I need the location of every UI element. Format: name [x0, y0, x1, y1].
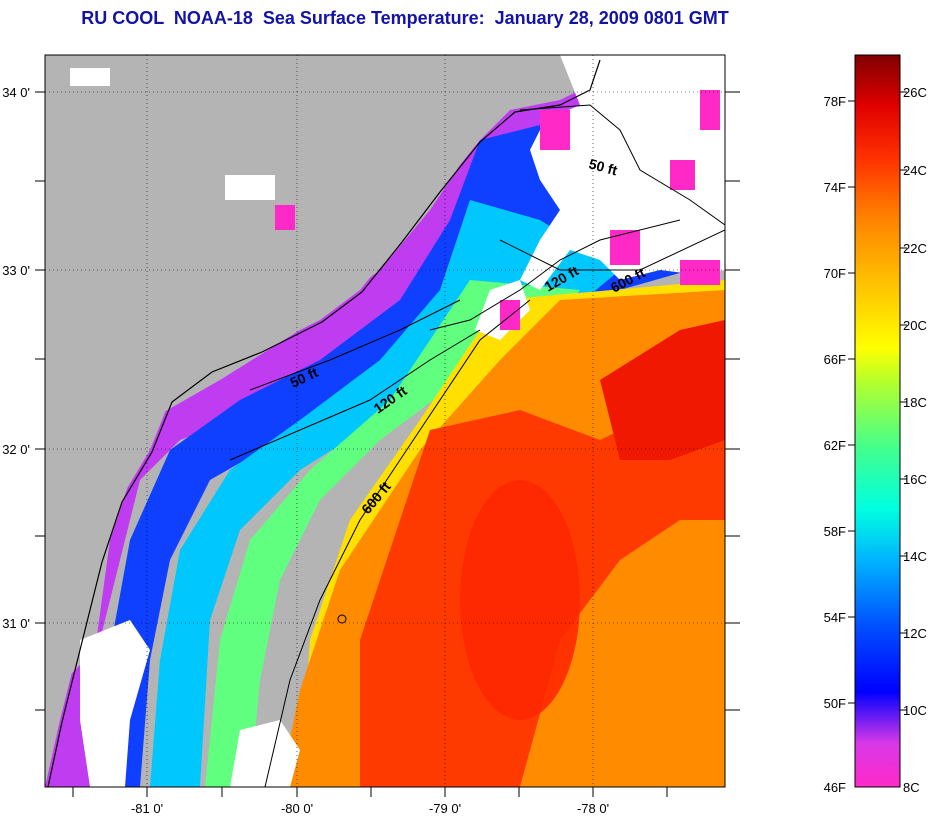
- colorbar-c-20: 20C: [903, 318, 927, 333]
- colorbar-c-26: 26C: [903, 85, 927, 100]
- colorbar-f-70: 70F: [824, 266, 846, 281]
- colorbar-f-66: 66F: [824, 352, 846, 367]
- isobath-600ft-north: [499, 229, 725, 271]
- colorbar-f-78: 78F: [824, 94, 846, 109]
- red-warm-water-south: [460, 480, 580, 720]
- lon-label-78: -78 0': [577, 801, 609, 816]
- isobath-600ft-south: [264, 299, 531, 787]
- colorbar-c-18: 18C: [903, 395, 927, 410]
- coastline: [47, 59, 601, 787]
- lon-label-79: -79 0': [429, 801, 461, 816]
- colorbar-c-8: 8C: [903, 780, 920, 795]
- land-overlay: [45, 55, 600, 787]
- colorbar-f-54: 54F: [824, 610, 846, 625]
- lat-label-33: 33 0': [2, 263, 30, 278]
- lat-label-34: 34 0': [2, 85, 30, 100]
- colorbar-f-74: 74F: [824, 180, 846, 195]
- colorbar-f-46: 46F: [824, 780, 846, 795]
- map-frame: [44, 54, 726, 788]
- isobath-120ft-south: [229, 329, 481, 461]
- map-grid: [45, 55, 725, 787]
- colorbar-ticks: [848, 91, 907, 711]
- cloud-sw: [80, 620, 150, 787]
- colorbar-c-14: 14C: [903, 549, 927, 564]
- cloud-ne: [520, 55, 725, 290]
- isobath-120ft-north: [429, 219, 681, 331]
- sst-map: [45, 55, 725, 787]
- lon-label-81: -81 0': [131, 801, 163, 816]
- colorbar: [854, 54, 901, 788]
- lat-label-31: 31 0': [2, 616, 30, 631]
- colorbar-c-22: 22C: [903, 241, 927, 256]
- isobath-50ft-south: [249, 299, 461, 391]
- colorbar-c-12: 12C: [903, 626, 927, 641]
- page-title: RU COOL NOAA-18 Sea Surface Temperature:…: [81, 8, 729, 28]
- cloud-corner: [70, 68, 110, 86]
- colorbar-f-62: 62F: [824, 438, 846, 453]
- lon-label-80: -80 0': [281, 801, 313, 816]
- lat-label-32: 32 0': [2, 442, 30, 457]
- isobath-50ft-north: [519, 104, 725, 226]
- cloud-south: [230, 720, 300, 787]
- colorbar-f-58: 58F: [824, 524, 846, 539]
- colorbar-f-50: 50F: [824, 696, 846, 711]
- colorbar-c-16: 16C: [903, 472, 927, 487]
- cloud-island: [225, 175, 275, 200]
- colorbar-c-24: 24C: [903, 163, 927, 178]
- red-warm-water-ne: [600, 320, 725, 460]
- cyan-temperature-band: [150, 200, 620, 787]
- map-ticks: [35, 91, 740, 797]
- colorbar-c-10: 10C: [903, 703, 927, 718]
- contour-label-50ft-north: 50 ft: [587, 155, 619, 178]
